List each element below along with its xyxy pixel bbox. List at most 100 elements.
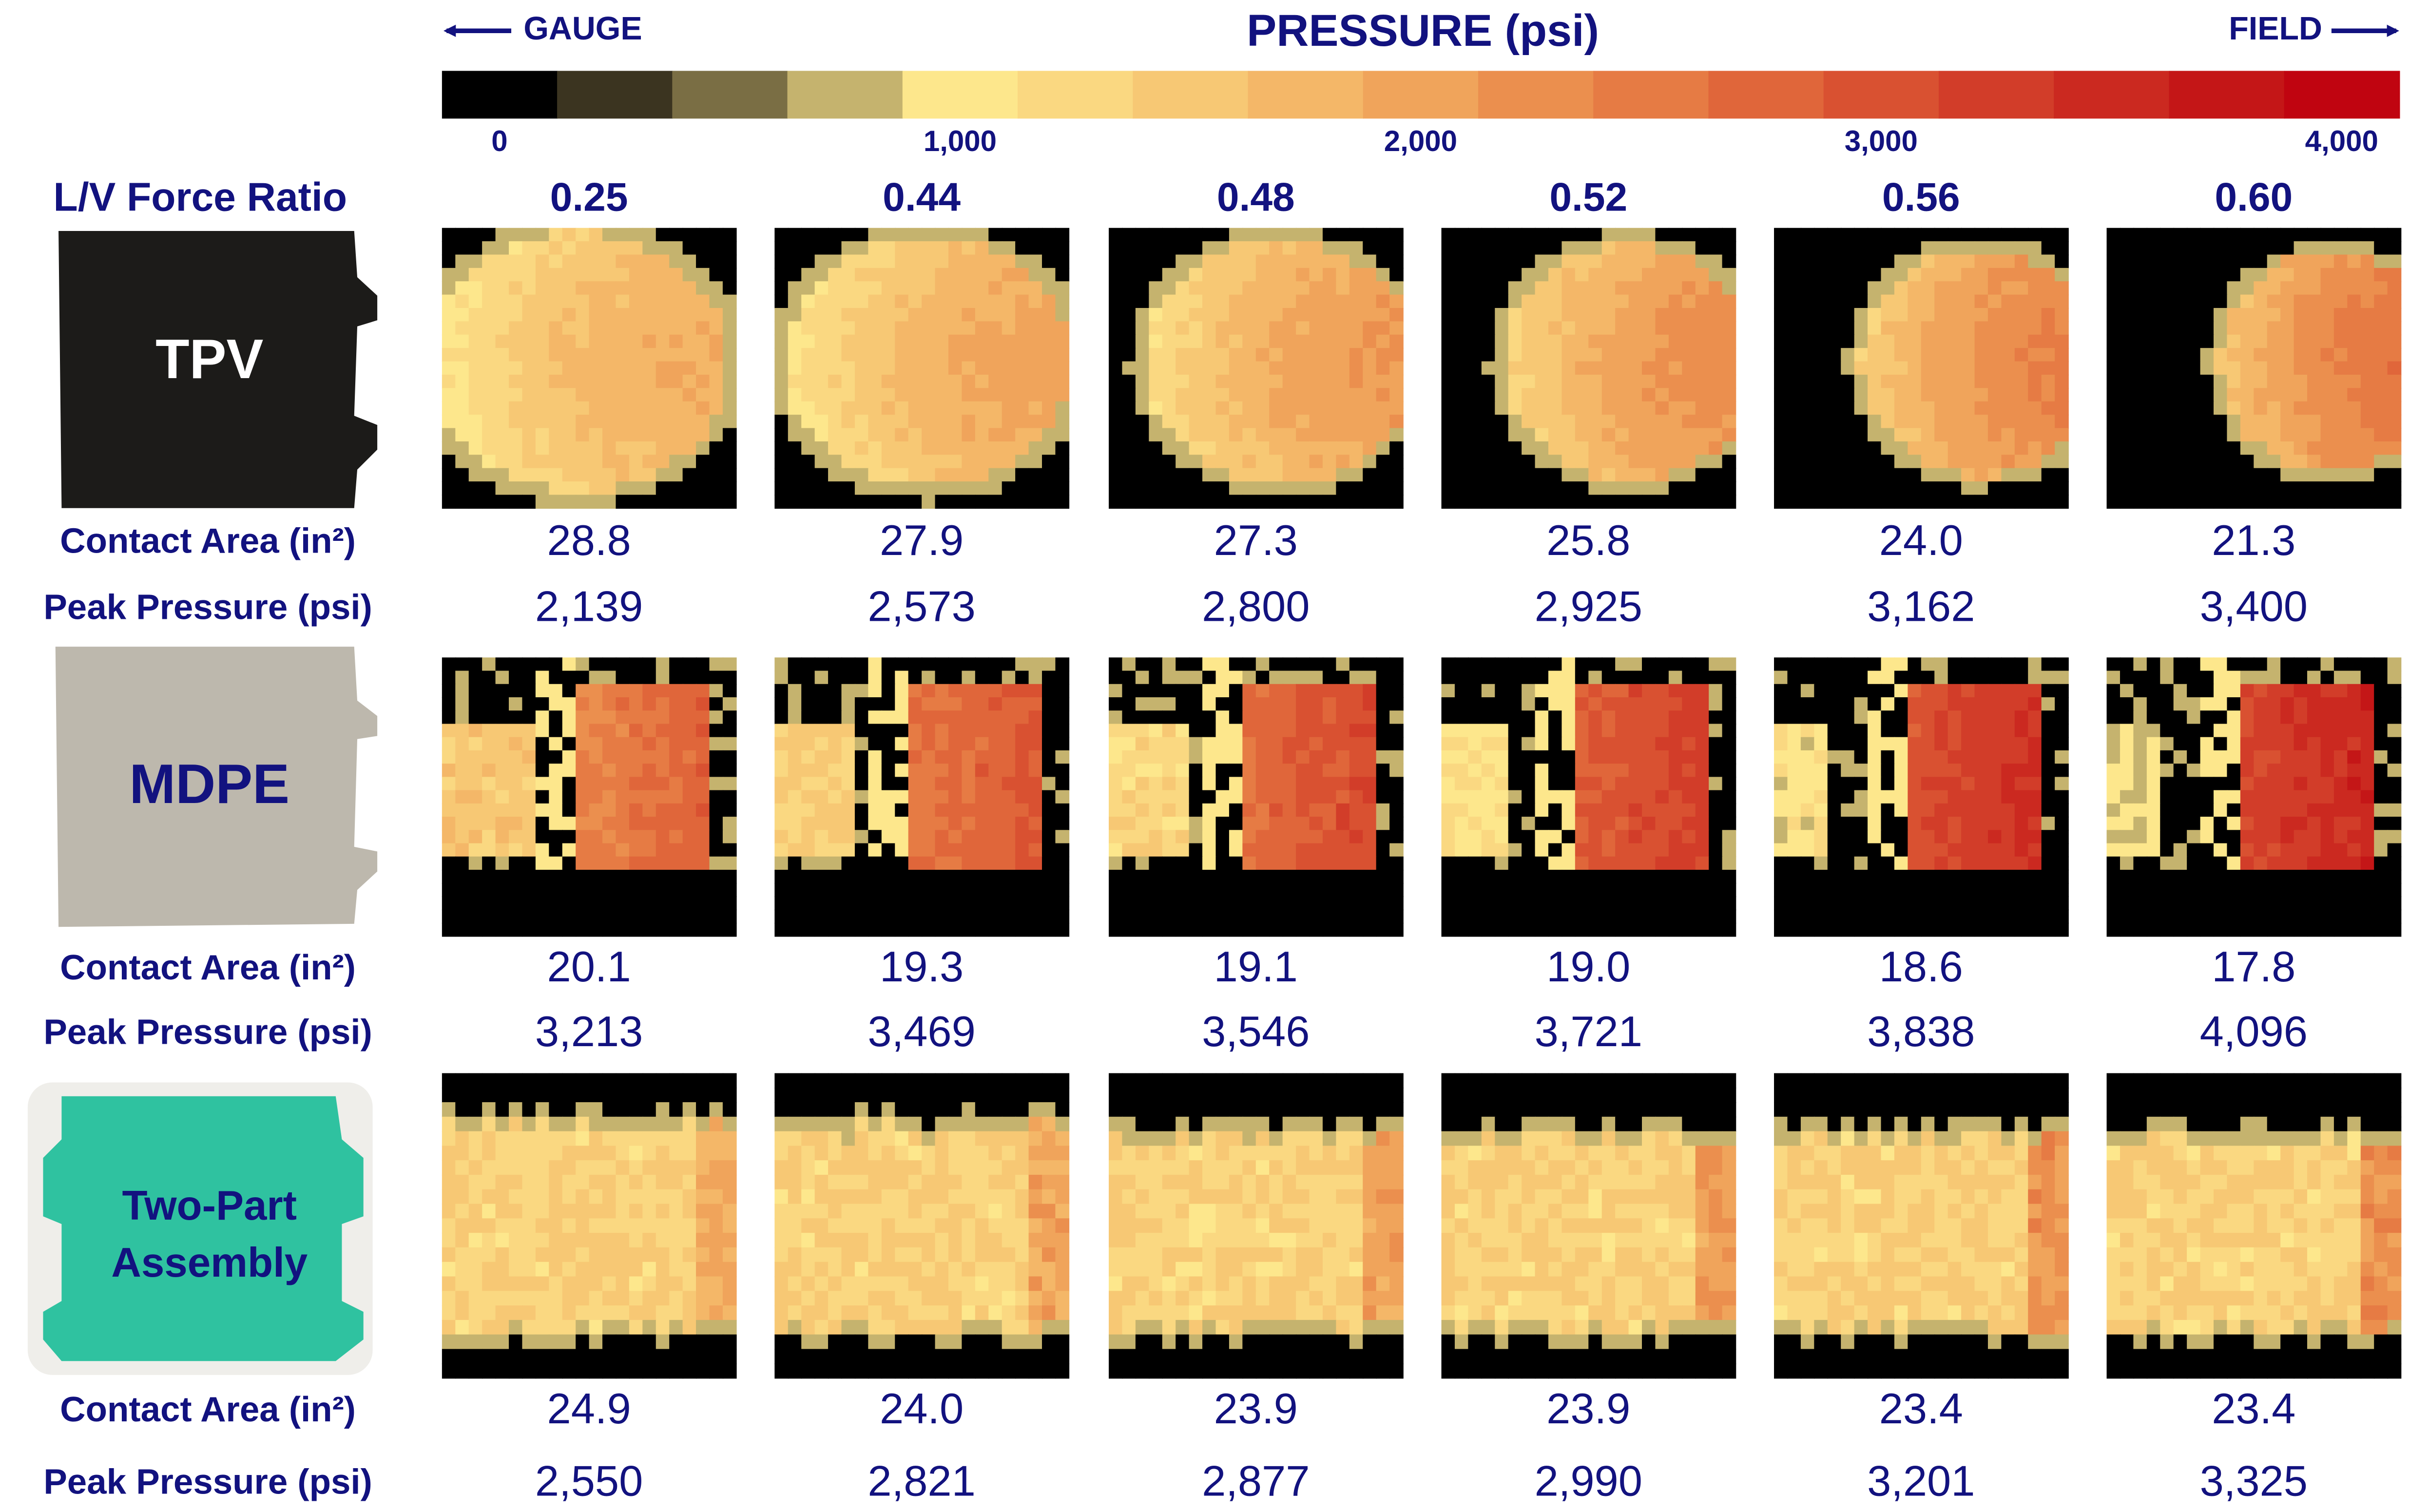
pressure-cell: [868, 228, 882, 242]
pressure-cell: [1256, 910, 1270, 923]
pressure-cell: [616, 375, 630, 389]
pressure-cell: [1215, 481, 1230, 496]
pressure-cell: [855, 750, 869, 764]
pressure-cell: [1975, 750, 1989, 764]
pressure-cell: [1988, 362, 2002, 376]
pressure-cell: [602, 402, 617, 416]
peak-pressure: 2,800: [1202, 582, 1310, 631]
pressure-cell: [1814, 321, 1828, 335]
pressure-cell: [1296, 710, 1310, 724]
pressure-cell: [1336, 870, 1350, 883]
pressure-cell: [828, 857, 842, 870]
pressure-cell: [2280, 254, 2294, 268]
pressure-cell: [1696, 402, 1710, 416]
pressure-cell: [1468, 362, 1482, 376]
pressure-cell: [2147, 375, 2161, 389]
pressure-cell: [1669, 857, 1683, 870]
pressure-cell: [509, 870, 523, 883]
pressure-cell: [482, 750, 496, 764]
pressure-cell: [616, 750, 630, 764]
pressure-cell: [683, 671, 697, 685]
pressure-cell: [2294, 295, 2308, 309]
pressure-cell: [962, 830, 976, 843]
pressure-cell: [1283, 415, 1297, 429]
pressure-cell: [1669, 402, 1683, 416]
pressure-cell: [1389, 671, 1404, 685]
pressure-cell: [1002, 657, 1016, 671]
pressure-cell: [1801, 790, 1815, 804]
pressure-cell: [1336, 241, 1350, 255]
pressure-cell: [1801, 468, 1815, 482]
pressure-cell: [2042, 241, 2056, 255]
pressure-cell: [842, 657, 856, 671]
pressure-cell: [2388, 268, 2402, 282]
pressure-cell: [1588, 857, 1602, 870]
pressure-cell: [616, 843, 630, 857]
pressure-cell: [935, 468, 949, 482]
pressure-cell: [1055, 495, 1069, 509]
contact-area: 20.1: [547, 942, 631, 991]
pressure-cell: [1774, 697, 1788, 711]
pressure-cell: [988, 362, 1003, 376]
pressure-cell: [709, 362, 723, 376]
pressure-cell: [1468, 295, 1482, 309]
pressure-cell: [1055, 764, 1069, 777]
pressure-cell: [2388, 308, 2402, 322]
pressure-cell: [683, 254, 697, 268]
pressure-cell: [2267, 295, 2281, 309]
pressure-cell: [1442, 335, 1456, 349]
pressure-cell: [2227, 335, 2241, 349]
pressure-cell: [1854, 495, 1869, 509]
pressure-cell: [842, 896, 856, 910]
pressure-cell: [1442, 710, 1456, 724]
pressure-cell: [1615, 710, 1629, 724]
pressure-cell: [576, 441, 590, 456]
pressure-cell: [1256, 254, 1270, 268]
pressure-cell: [2133, 321, 2147, 335]
pressure-cell: [828, 804, 842, 817]
pressure-cell: [1655, 830, 1669, 843]
pressure-cell: [1868, 495, 1882, 509]
pressure-cell: [1535, 657, 1549, 671]
pressure-cell: [855, 402, 869, 416]
pressure-cell: [522, 750, 536, 764]
pressure-cell: [696, 495, 710, 509]
pressure-cell: [1283, 671, 1297, 685]
pressure-cell: [948, 750, 963, 764]
pressure-cell: [1162, 883, 1176, 897]
pressure-cell: [1283, 790, 1297, 804]
pressure-cell: [1602, 362, 1616, 376]
pressure-cell: [1256, 335, 1270, 349]
pressure-cell: [1921, 830, 1935, 843]
pressure-cell: [1376, 468, 1390, 482]
pressure-cell: [696, 295, 710, 309]
pressure-cell: [1482, 455, 1496, 469]
pressure-cell: [1202, 295, 1216, 309]
pressure-cell: [1669, 750, 1683, 764]
pressure-cell: [2015, 790, 2029, 804]
pressure-cell: [895, 883, 909, 897]
pressure-cell: [1508, 671, 1523, 685]
pressure-cell: [576, 348, 590, 362]
pressure-cell: [1029, 830, 1043, 843]
pressure-cell: [455, 455, 469, 469]
pressure-cell: [842, 764, 856, 777]
pressure-cell: [2001, 657, 2015, 671]
pressure-cell: [842, 402, 856, 416]
pressure-cell: [1881, 308, 1895, 322]
pressure-cell: [1336, 335, 1350, 349]
pressure-cell: [988, 750, 1003, 764]
pressure-cell: [1269, 857, 1283, 870]
pressure-cell: [1934, 737, 1948, 751]
pressure-cell: [1615, 777, 1629, 790]
pressure-cell: [975, 281, 989, 295]
pressure-cell: [576, 857, 590, 870]
pressure-cell: [1615, 764, 1629, 777]
pressure-cell: [1162, 348, 1176, 362]
pressure-cell: [482, 428, 496, 442]
pressure-cell: [882, 468, 896, 482]
pressure-cell: [1468, 843, 1482, 857]
pressure-cell: [1202, 335, 1216, 349]
pressure-cell: [1696, 335, 1710, 349]
pressure-cell: [1828, 402, 1842, 416]
